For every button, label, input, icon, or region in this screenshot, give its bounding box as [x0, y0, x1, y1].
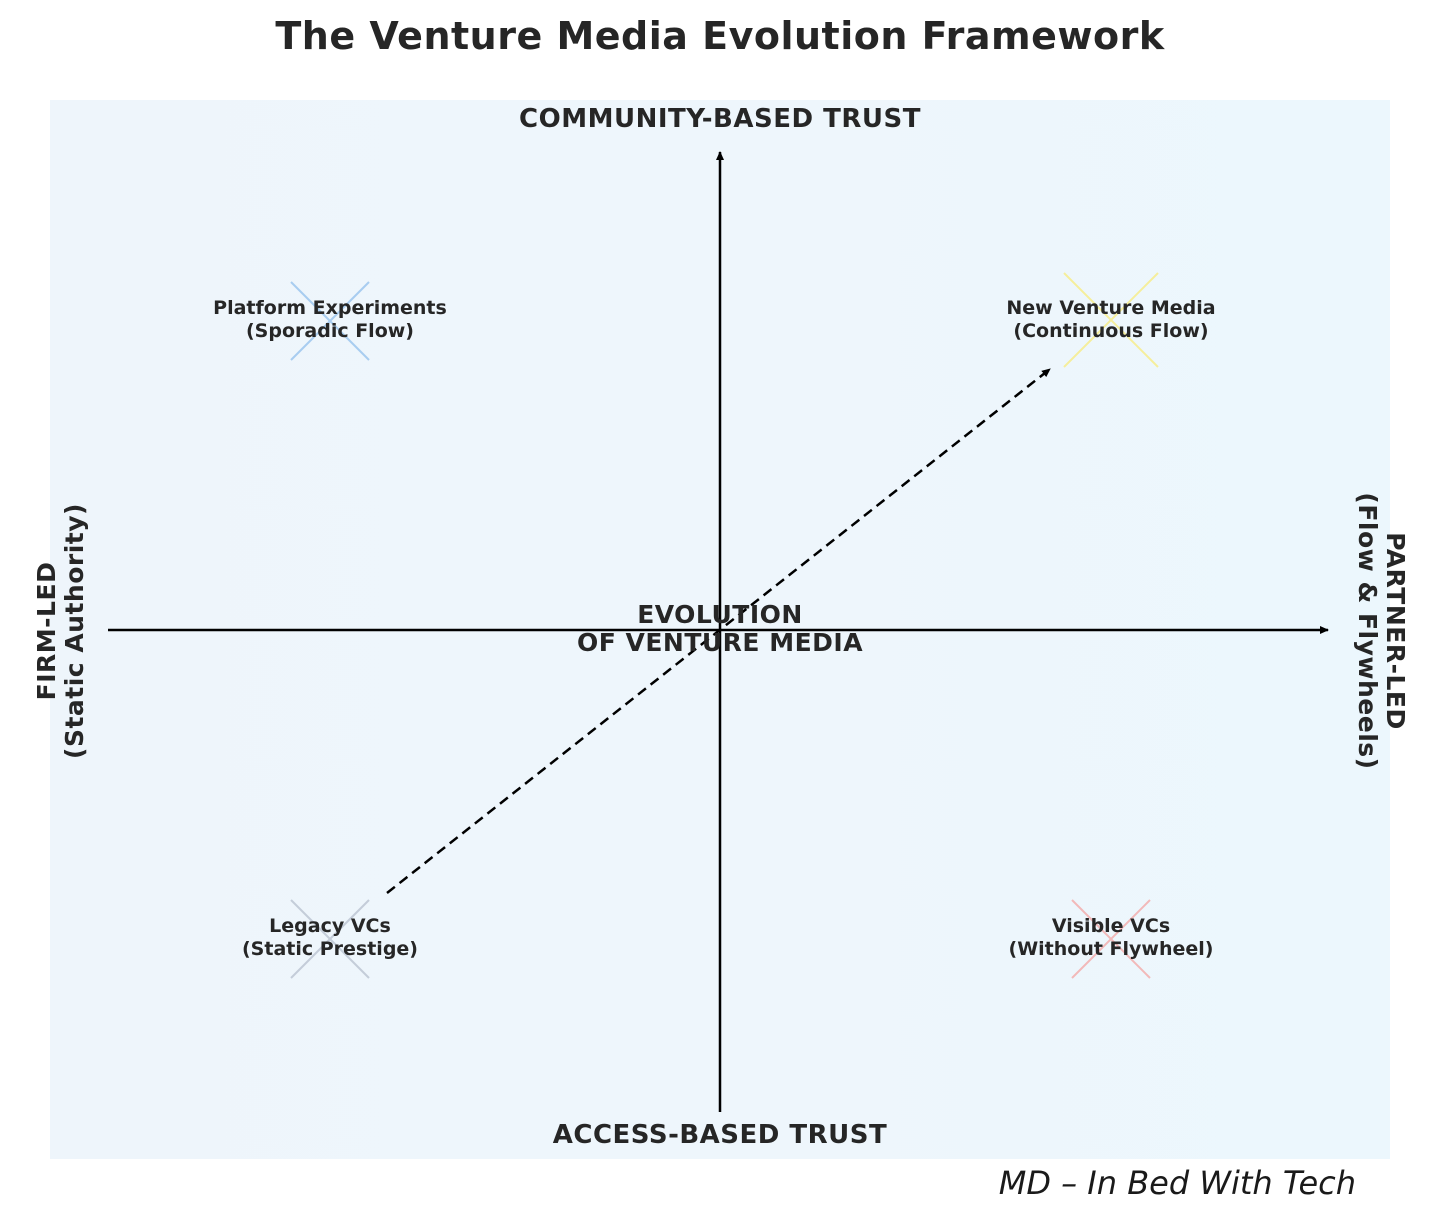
- quadrant-label-line1: Visible VCs: [1051, 915, 1171, 937]
- axis-label-bottom: ACCESS-BASED TRUST: [552, 1120, 888, 1150]
- quadrant-label-line2: (Continuous Flow): [1013, 320, 1209, 342]
- evolution-arrow: [386, 368, 1051, 894]
- quadrant-label-line1: Legacy VCs: [269, 915, 391, 937]
- axis-label-left: FIRM-LED (Static Authority): [32, 481, 89, 781]
- quadrant-label-line1: New Venture Media: [1006, 297, 1216, 319]
- credit-text: MD – In Bed With Tech: [998, 1164, 1356, 1202]
- center-label-line2: OF VENTURE MEDIA: [576, 628, 864, 657]
- quadrant-label-line2: (Without Flywheel): [1008, 938, 1214, 960]
- quadrant-label-legacy-vcs: Legacy VCs (Static Prestige): [242, 915, 418, 961]
- quadrant-label-line2: (Sporadic Flow): [246, 320, 414, 342]
- axis-label-right: PARTNER-LED (Flow & Flywheels): [1353, 481, 1410, 781]
- axis-label-right-line2: (Flow & Flywheels): [1353, 492, 1382, 770]
- marker-platform-experiments: [290, 281, 370, 361]
- diagram-title: The Venture Media Evolution Framework: [275, 14, 1165, 58]
- quadrant-label-visible-vcs: Visible VCs (Without Flywheel): [1009, 915, 1214, 961]
- marker-visible-vcs: [1071, 899, 1151, 979]
- marker-new-venture-media: [1063, 272, 1159, 368]
- axis-label-top: COMMUNITY-BASED TRUST: [519, 104, 921, 134]
- center-label-line1: EVOLUTION: [637, 600, 803, 629]
- axis-label-left-line2: (Static Authority): [60, 503, 89, 759]
- axis-label-left-line1: FIRM-LED: [32, 561, 61, 701]
- quadrant-label-line1: Platform Experiments: [213, 297, 447, 319]
- axis-label-right-line1: PARTNER-LED: [1381, 532, 1410, 730]
- quadrant-label-new-venture-media: New Venture Media (Continuous Flow): [1006, 297, 1215, 343]
- marker-legacy-vcs: [290, 899, 370, 979]
- center-label: EVOLUTION OF VENTURE MEDIA: [577, 601, 863, 657]
- quadrant-label-platform-experiments: Platform Experiments (Sporadic Flow): [213, 297, 447, 343]
- quadrant-label-line2: (Static Prestige): [241, 938, 419, 960]
